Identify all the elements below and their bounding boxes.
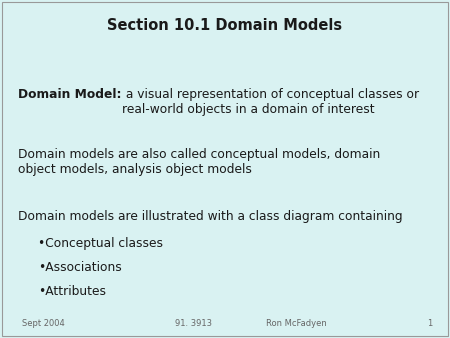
Text: •Associations: •Associations <box>38 261 122 274</box>
Text: Sept 2004: Sept 2004 <box>22 319 65 328</box>
Text: Domain models are also called conceptual models, domain
object models, analysis : Domain models are also called conceptual… <box>18 148 380 176</box>
Text: •Conceptual classes: •Conceptual classes <box>38 237 163 250</box>
Text: Domain Model:: Domain Model: <box>18 88 122 101</box>
Text: 1: 1 <box>427 319 432 328</box>
Text: •Attributes: •Attributes <box>38 285 106 298</box>
Text: Section 10.1 Domain Models: Section 10.1 Domain Models <box>108 18 342 33</box>
Text: Domain models are illustrated with a class diagram containing: Domain models are illustrated with a cla… <box>18 210 403 223</box>
Text: 91. 3913: 91. 3913 <box>175 319 212 328</box>
Text: Ron McFadyen: Ron McFadyen <box>266 319 326 328</box>
Text: a visual representation of conceptual classes or
real-world objects in a domain : a visual representation of conceptual cl… <box>122 88 419 116</box>
